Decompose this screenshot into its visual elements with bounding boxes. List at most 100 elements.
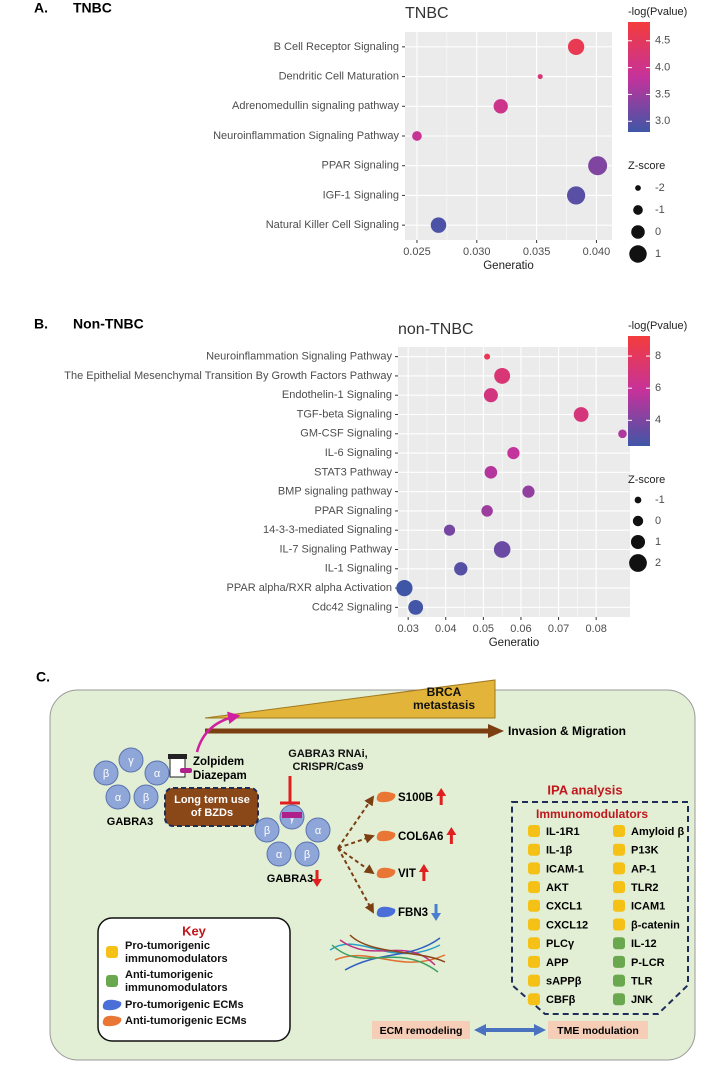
- immunomodulator-icon: [528, 862, 540, 875]
- pill-bottle: [169, 757, 186, 778]
- panel-letter: C.: [36, 669, 50, 685]
- dot: [566, 186, 586, 205]
- y-tick-label: Dendritic Cell Maturation: [279, 70, 399, 82]
- immunomodulator-label: ICAM-1: [546, 863, 584, 875]
- metastasis-wedge: [204, 679, 496, 719]
- panel-title: Non-TNBC: [73, 316, 144, 332]
- receptor-label: GABRA3: [107, 816, 153, 828]
- y-tick-label: IL-6 Signaling: [325, 447, 392, 459]
- subunit: [294, 841, 320, 867]
- subunit-label: γ: [128, 755, 134, 767]
- immunomodulators-title: Immunomodulators: [536, 807, 648, 821]
- dot: [493, 541, 511, 558]
- panel-title: TNBC: [73, 0, 112, 16]
- immunomodulator-icon: [528, 843, 540, 856]
- x-tick-label: 0.04: [435, 623, 456, 635]
- plot-background: [398, 347, 630, 617]
- y-tick-label: TGF-beta Signaling: [297, 408, 392, 420]
- change-arrow-head: [431, 913, 442, 921]
- ecm-label: VIT: [398, 868, 416, 880]
- dot: [567, 38, 585, 55]
- color-legend-title: -log(Pvalue): [628, 320, 687, 332]
- y-tick-label: Neuroinflammation Signaling Pathway: [206, 351, 392, 363]
- key-label: Anti-tumorigenic immunomodulators: [125, 969, 228, 994]
- dot: [588, 156, 608, 176]
- dashed-arrow: [337, 795, 375, 849]
- immunomodulator-label: CXCL12: [546, 919, 588, 931]
- tme-modulation: TME modulation: [557, 1025, 639, 1037]
- panel-letter: A.: [34, 0, 48, 16]
- ecm-label: FBN3: [398, 907, 428, 919]
- immunomodulator-label: IL-12: [631, 938, 657, 950]
- key-label: Anti-tumorigenic ECMs: [125, 1015, 247, 1027]
- immunomodulator-label: ICAM1: [631, 901, 665, 913]
- immunomodulator-icon: [613, 843, 625, 856]
- color-legend-title: -log(Pvalue): [628, 6, 687, 18]
- dot: [430, 217, 447, 233]
- key-icons: [102, 946, 122, 1027]
- dot: [618, 429, 627, 439]
- subunit-label: β: [143, 792, 149, 804]
- x-tick-label: 0.07: [548, 623, 569, 635]
- subunit: [254, 817, 280, 843]
- color-tick-label: 3.0: [655, 115, 670, 127]
- x-tick-label: 0.040: [583, 246, 611, 258]
- modulator-list: IL-1R1 IL-1β ICAM-1 AKT CXCL1 CXCL12 PLCγ APP sA…: [528, 825, 684, 1006]
- size-legend-dot: [635, 185, 641, 191]
- arrow-head: [534, 1024, 546, 1036]
- y-tick-label: GM-CSF Signaling: [300, 428, 392, 440]
- immunomodulator-icon: [106, 946, 118, 958]
- dot: [443, 524, 456, 536]
- immunomodulator-label: TLR2: [631, 882, 659, 894]
- subunit: [133, 784, 159, 810]
- ipa-title: IPA analysis: [547, 782, 622, 797]
- color-bar: [628, 22, 650, 132]
- subunit-label: α: [315, 825, 322, 837]
- immunomodulator-icon: [528, 974, 540, 987]
- subunit: [93, 760, 119, 786]
- x-axis-title: Generatio: [483, 260, 534, 272]
- x-tick-label: 0.08: [585, 623, 606, 635]
- size-legend-dot: [630, 534, 646, 550]
- dashed-arrow: [337, 833, 375, 849]
- ecm-label: COL6A6: [398, 831, 443, 843]
- ipa-box: [511, 801, 689, 1015]
- fiber: [334, 954, 446, 963]
- color-tick-label: 4.0: [655, 62, 670, 74]
- immunomodulator-icon: [528, 955, 540, 968]
- immunomodulator-icon: [528, 881, 540, 894]
- fibers: [329, 934, 446, 973]
- size-legend-label: 1: [655, 248, 661, 260]
- size-legend-label: -1: [655, 494, 665, 506]
- immunomodulator-icon: [528, 825, 540, 837]
- immunomodulator-label: AKT: [546, 882, 569, 894]
- immunomodulator-icon: [613, 862, 625, 875]
- size-legend-label: -1: [655, 204, 665, 216]
- dashed-arrow: [337, 847, 374, 914]
- ecm-icon: [102, 1015, 122, 1027]
- change-arrow-head: [418, 864, 429, 872]
- dot: [522, 485, 535, 498]
- drug-arrow: [195, 711, 241, 753]
- pill-cap: [168, 754, 187, 759]
- x-tick-label: 0.05: [473, 623, 494, 635]
- y-tick-label: Neuroinflammation Signaling Pathway: [213, 130, 399, 142]
- ecm-remodeling-box: [372, 1021, 470, 1039]
- key-title: Key: [182, 923, 207, 938]
- ecm-label: S100B: [398, 792, 433, 804]
- y-tick-label: Adrenomedullin signaling pathway: [232, 100, 399, 112]
- pill: [180, 768, 192, 773]
- arrow-head: [488, 724, 504, 738]
- key-label: Pro-tumorigenic immunomodulators: [125, 940, 228, 965]
- y-tick-label: STAT3 Pathway: [314, 466, 392, 478]
- ecm-icon: [376, 791, 396, 803]
- key-label: Pro-tumorigenic ECMs: [125, 999, 244, 1011]
- tme-box: [548, 1021, 648, 1039]
- immunomodulator-icon: [528, 937, 540, 950]
- chart-title: TNBC: [405, 5, 449, 22]
- immunomodulator-label: β-catenin: [631, 919, 680, 931]
- subunit-label: α: [115, 792, 122, 804]
- size-legend-dot: [633, 205, 643, 215]
- size-legend-label: -2: [655, 182, 665, 194]
